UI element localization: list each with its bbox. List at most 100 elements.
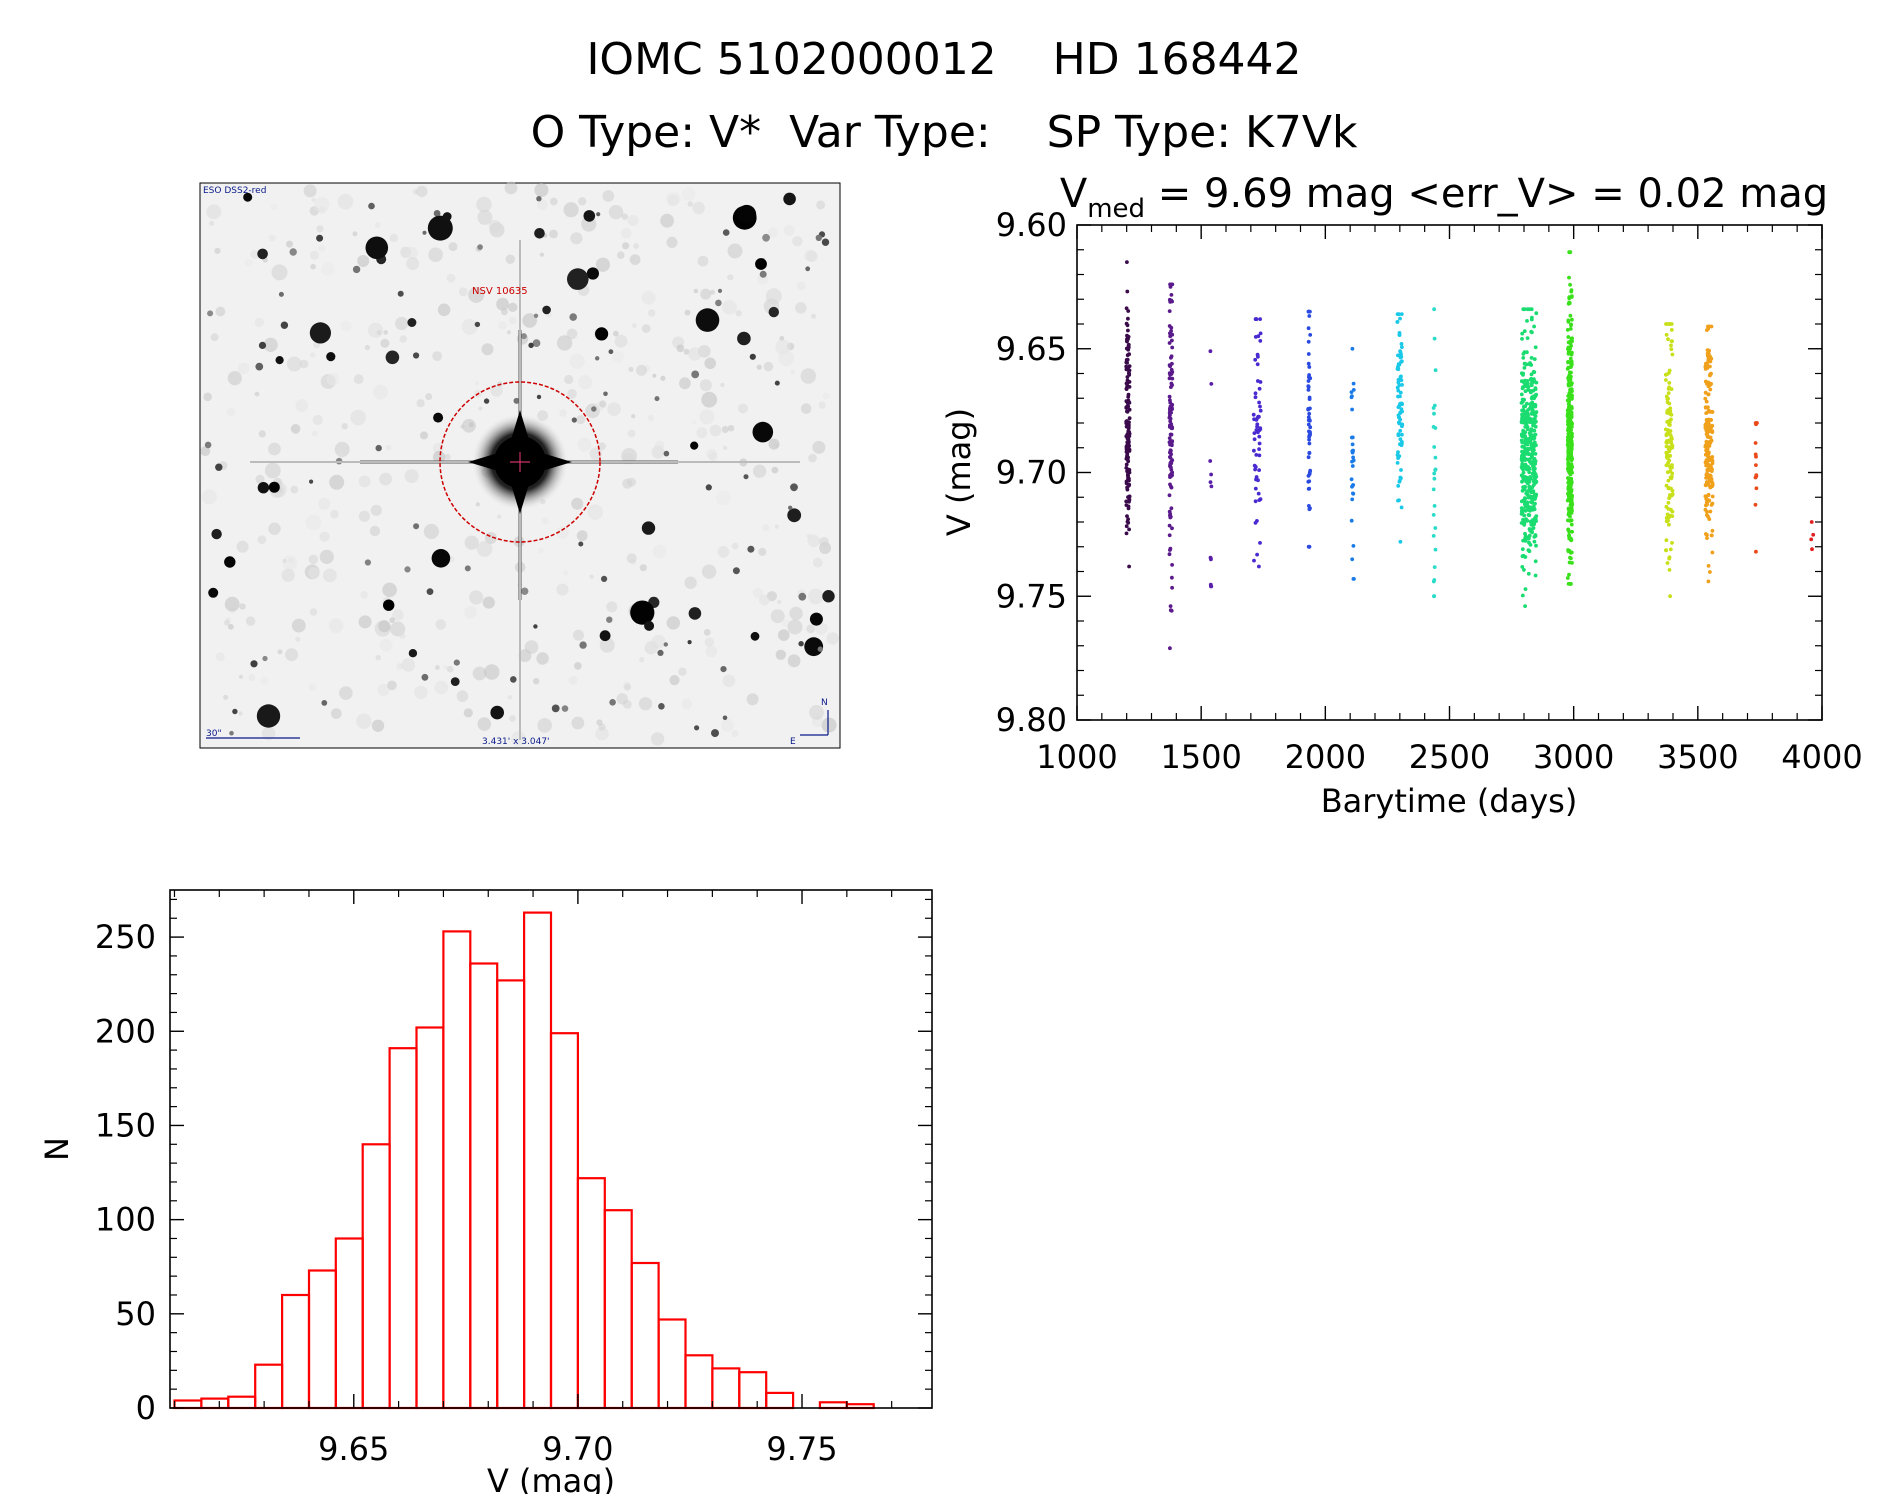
finder-star (687, 640, 692, 645)
lc-ticks: 1000 1500 2000 2500 3000 3500 4000 9.60 9.65 9.70… (996, 206, 1863, 776)
finder-star (787, 508, 802, 523)
finder-star (821, 238, 830, 246)
lc-point (1706, 357, 1711, 361)
finder-noise (518, 649, 532, 662)
finder-noise (666, 236, 678, 248)
finder-noise (224, 596, 240, 612)
lc-point (1568, 282, 1572, 287)
finder-noise (474, 381, 480, 386)
hist-bar (818, 1401, 848, 1410)
lc-point (1665, 452, 1669, 456)
lc-point (1431, 487, 1436, 492)
lc-title-rest: = 9.69 mag <err_V> = 0.02 mag (1145, 171, 1828, 217)
finder-noise (379, 472, 392, 486)
finder-star (768, 306, 779, 318)
lc-point (1257, 453, 1262, 458)
finder-star (534, 228, 545, 239)
finder-noise (627, 215, 639, 226)
lc-point (1523, 534, 1528, 539)
lc-point (1125, 378, 1130, 383)
lc-point (1566, 365, 1571, 370)
finder-noise (444, 453, 451, 460)
finder-noise (767, 227, 778, 238)
lc-point (1396, 405, 1401, 409)
lc-point (1526, 476, 1531, 481)
finder-noise (287, 557, 294, 564)
finder-noise (476, 541, 493, 557)
finder-noise (577, 437, 592, 452)
lc-point (1521, 485, 1525, 490)
lc-point (1666, 337, 1670, 342)
finder-noise (537, 410, 548, 421)
finder-noise (319, 531, 330, 542)
lc-point (1519, 379, 1524, 384)
finder-noise (602, 190, 615, 202)
lc-point (1567, 275, 1571, 280)
lc-point (1704, 482, 1709, 487)
lc-point (1400, 359, 1404, 364)
finder-noise (570, 232, 583, 245)
finder-fov-label: 3.431' x 3.047' (482, 737, 550, 747)
lc-point (1704, 448, 1708, 453)
finder-star (654, 396, 660, 402)
finder-star (569, 313, 577, 321)
lc-point (1307, 411, 1312, 416)
lc-point (1710, 410, 1715, 414)
lc-point (1525, 382, 1529, 386)
finder-star (229, 730, 234, 736)
lc-point (1306, 479, 1311, 484)
hist-bar (738, 1371, 768, 1410)
lc-point (1432, 471, 1437, 476)
lc-point (1306, 326, 1311, 331)
finder-noise (257, 535, 267, 544)
finder-noise (638, 697, 653, 711)
finder-noise (696, 427, 708, 439)
hist-bar (415, 1026, 445, 1410)
lc-point (1705, 513, 1709, 517)
lc-point (1258, 497, 1263, 502)
finder-star (404, 566, 411, 573)
finder-star (433, 210, 441, 217)
hist-ytick-label: 250 (95, 918, 156, 956)
finder-noise (683, 348, 690, 355)
lc-point (1531, 423, 1536, 428)
lc-point (1664, 378, 1668, 382)
lc-point (1526, 447, 1530, 451)
lc-point (1566, 394, 1571, 398)
finder-noise (476, 196, 492, 213)
finder-star (521, 587, 529, 595)
finder-star (732, 567, 740, 575)
finder-noise (423, 523, 439, 540)
finder-noise (534, 183, 549, 197)
lc-point (1167, 309, 1172, 313)
lc-point (1565, 498, 1570, 503)
lc-point (1705, 536, 1709, 540)
lc-point (1397, 454, 1402, 458)
lc-point (1521, 477, 1526, 482)
lc-point (1521, 517, 1525, 522)
lc-point (1168, 604, 1173, 608)
finder-noise (631, 414, 636, 419)
lc-point (1706, 579, 1711, 584)
finder-noise (621, 448, 637, 464)
lc-point (1707, 465, 1712, 469)
lc-point (1124, 499, 1129, 504)
lc-point (1705, 362, 1709, 367)
lc-point (1532, 535, 1537, 539)
lc-point (1566, 335, 1571, 339)
lc-xtick-label: 4000 (1781, 738, 1862, 776)
lc-point (1809, 520, 1814, 524)
finder-star (817, 646, 823, 652)
lc-point (1670, 541, 1674, 545)
finder-noise (236, 540, 249, 553)
finder-noise (310, 352, 316, 358)
finder-star (528, 342, 534, 348)
lc-point (1703, 460, 1708, 465)
lc-point (1704, 439, 1709, 444)
lc-point (1126, 517, 1130, 521)
finder-noise (508, 302, 518, 312)
finder-star (421, 673, 429, 681)
lc-point (1397, 362, 1402, 367)
hist-bar (200, 1397, 230, 1410)
lc-point (1706, 417, 1711, 422)
